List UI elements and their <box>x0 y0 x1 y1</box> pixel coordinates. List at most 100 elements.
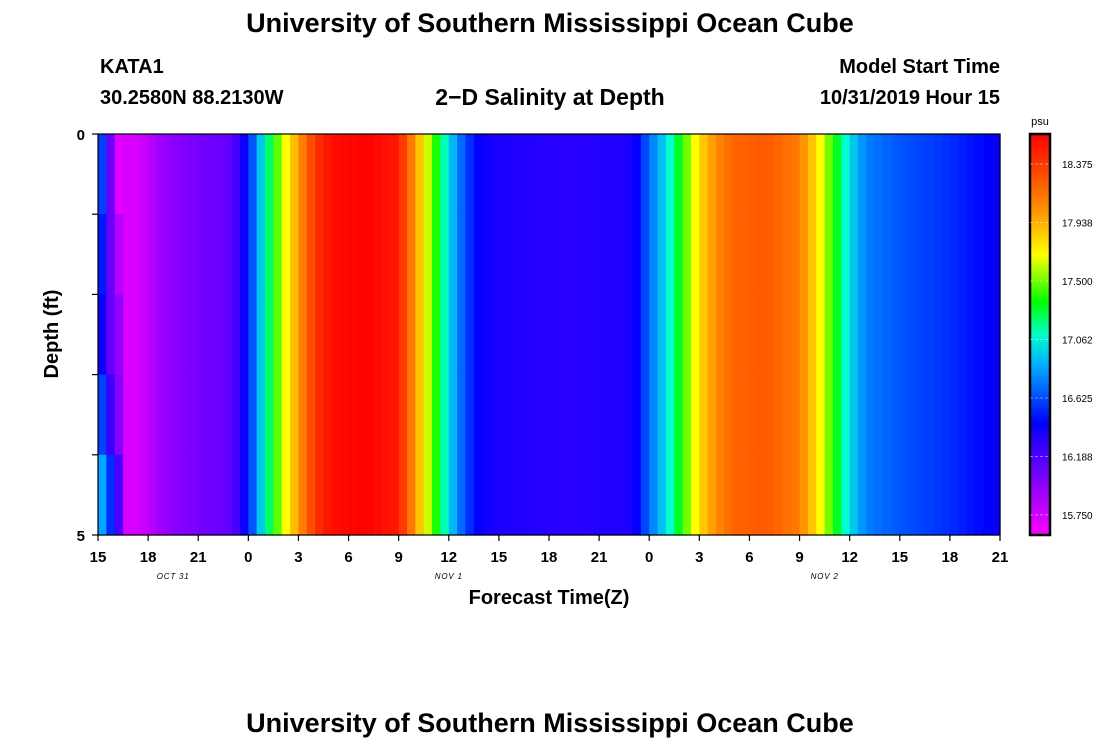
heatmap-cell <box>849 374 859 456</box>
heatmap-cell <box>482 294 492 376</box>
heatmap-cell <box>331 454 341 536</box>
heatmap-cell <box>532 454 542 536</box>
heatmap-cell <box>958 454 968 536</box>
heatmap-cell <box>356 374 366 456</box>
heatmap-cell <box>824 374 834 456</box>
heatmap-cell <box>231 454 241 536</box>
heatmap-cell <box>924 454 934 536</box>
heatmap-cell <box>356 214 366 295</box>
heatmap-cell <box>407 454 416 536</box>
heatmap-cell <box>582 134 592 215</box>
heatmap-cell <box>732 374 742 456</box>
heatmap-cell <box>741 374 751 456</box>
heatmap-cell <box>899 454 909 536</box>
heatmap-cell <box>949 134 959 215</box>
heatmap-cell <box>407 374 416 456</box>
heatmap-cell <box>206 214 216 295</box>
heatmap-cell <box>565 134 575 215</box>
heatmap-cell <box>724 214 734 295</box>
colorbar-tick-label: 17.500 <box>1062 277 1093 288</box>
heatmap-cell <box>866 374 876 456</box>
heatmap-cell <box>632 134 642 215</box>
heatmap-cell <box>799 294 809 376</box>
heatmap-cell <box>490 134 500 215</box>
heatmap-cell <box>908 374 918 456</box>
heatmap-cell <box>123 214 133 295</box>
date-label: NOV 1 <box>435 572 463 581</box>
heatmap-cell <box>123 374 133 456</box>
heatmap-cell <box>473 214 483 295</box>
heatmap-cell <box>523 294 533 376</box>
x-tick-label: 0 <box>244 549 252 566</box>
heatmap-cell <box>732 214 742 295</box>
heatmap-cell <box>624 294 634 376</box>
heatmap-cell <box>640 294 650 376</box>
heatmap-cell <box>432 294 442 376</box>
heatmap-cell <box>98 374 107 456</box>
heatmap-cell <box>315 134 325 215</box>
heatmap-cell <box>440 214 450 295</box>
heatmap-cell <box>916 134 926 215</box>
heatmap-cell <box>549 374 558 456</box>
heatmap-cell <box>398 454 408 536</box>
heatmap-cell <box>340 454 350 536</box>
heatmap-cell <box>807 454 817 536</box>
heatmap-cell <box>590 214 600 295</box>
heatmap-cell <box>557 134 567 215</box>
heatmap-cell <box>933 214 943 295</box>
heatmap-cell <box>640 454 650 536</box>
heatmap-cell <box>958 214 968 295</box>
heatmap-cell <box>699 374 709 456</box>
heatmap-cell <box>849 214 859 295</box>
heatmap-cell <box>841 454 851 536</box>
heatmap-cell <box>908 214 918 295</box>
heatmap-cell <box>223 374 233 456</box>
heatmap-cell <box>498 294 508 376</box>
heatmap-cell <box>540 134 550 215</box>
heatmap-cell <box>565 374 575 456</box>
heatmap-cell <box>415 374 425 456</box>
x-tick-label: 12 <box>440 549 457 566</box>
heatmap-cell <box>423 454 433 536</box>
heatmap-cell <box>415 214 425 295</box>
heatmap-cell <box>156 134 166 215</box>
x-tick-label: 18 <box>942 549 959 566</box>
x-tick-label: 18 <box>541 549 558 566</box>
heatmap-cell <box>323 214 333 295</box>
heatmap-cell <box>916 454 926 536</box>
heatmap-cell <box>707 294 717 376</box>
heatmap-cell <box>507 454 517 536</box>
heatmap-cell <box>507 134 517 215</box>
heatmap-cell <box>457 294 467 376</box>
heatmap-cell <box>557 454 567 536</box>
heatmap-cell <box>540 214 550 295</box>
heatmap-cell <box>549 294 558 376</box>
heatmap-cell <box>924 374 934 456</box>
heatmap-cell <box>281 374 291 456</box>
heatmap-cell <box>883 374 893 456</box>
heatmap-cell <box>933 294 943 376</box>
heatmap-cell <box>348 454 358 536</box>
heatmap-cell <box>440 454 450 536</box>
x-tick-label: 21 <box>591 549 608 566</box>
heatmap-cell <box>440 374 450 456</box>
heatmap-cell <box>189 214 199 295</box>
x-tick-label: 15 <box>90 549 107 566</box>
heatmap-cell <box>858 454 867 536</box>
heatmap-cell <box>206 294 216 376</box>
heatmap-cell <box>549 134 558 215</box>
heatmap-cell <box>248 134 258 215</box>
heatmap-cell <box>415 454 425 536</box>
colorbar-tick-label: 16.188 <box>1062 452 1093 463</box>
heatmap-cell <box>665 294 675 376</box>
heatmap-cell <box>674 454 684 536</box>
heatmap-cell <box>498 214 508 295</box>
heatmap-cell <box>432 454 442 536</box>
heatmap-cell <box>674 134 684 215</box>
colorbar-tick-label: 18.375 <box>1062 160 1093 171</box>
heatmap-cell <box>640 374 650 456</box>
heatmap-cell <box>883 454 893 536</box>
heatmap-cell <box>123 294 133 376</box>
heatmap-cell <box>373 214 383 295</box>
heatmap-cell <box>373 454 383 536</box>
